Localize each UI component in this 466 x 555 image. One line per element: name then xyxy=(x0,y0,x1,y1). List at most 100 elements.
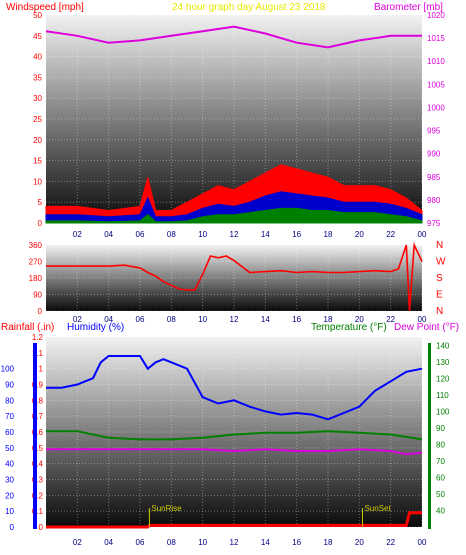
x-tick-label: 18 xyxy=(324,538,333,547)
rain-y-tick-label: 1 xyxy=(39,365,44,374)
temperature-line xyxy=(46,430,423,441)
x-tick-label: 04 xyxy=(104,315,113,324)
temp-y-tick-label: 40 xyxy=(436,506,445,515)
x-tick-label: 10 xyxy=(198,315,207,324)
wind-axes: 0510152025303540455097598098599099510001… xyxy=(33,11,445,239)
rainfall-line xyxy=(46,511,422,529)
rain-y-tick-label: 0.9 xyxy=(32,381,44,390)
rain-y-tick-label: 1.1 xyxy=(32,349,44,358)
humidity-title: Humidity (%) xyxy=(67,322,124,333)
windspeed-title: Windspeed [mph] xyxy=(6,2,84,13)
humidity-y-tick-label: 100 xyxy=(1,365,15,374)
rain-y-tick-label: 0.6 xyxy=(32,428,44,437)
x-tick-label: 18 xyxy=(324,315,333,324)
x-tick-label: 06 xyxy=(136,230,145,239)
humidity-y-tick-label: 20 xyxy=(5,491,14,500)
wind-y-tick-label: 40 xyxy=(33,53,42,62)
baro-y-tick-label: 980 xyxy=(427,196,441,205)
x-tick-label: 12 xyxy=(230,315,239,324)
direction-y-tick-label: 180 xyxy=(29,274,43,283)
x-tick-label: 18 xyxy=(324,230,333,239)
direction-plot-bg xyxy=(46,245,422,311)
x-tick-label: 00 xyxy=(418,230,427,239)
baro-y-tick-label: 975 xyxy=(427,219,441,228)
temp-y-tick-label: 100 xyxy=(436,407,450,416)
x-tick-label: 20 xyxy=(355,230,364,239)
direction-y-tick-label: 90 xyxy=(33,291,42,300)
baro-y-tick-label: 1010 xyxy=(427,57,445,66)
rain-y-tick-label: 0.2 xyxy=(32,491,44,500)
temp-y-tick-label: 120 xyxy=(436,374,450,383)
temp-scale-bar xyxy=(428,343,431,529)
wind-y-tick-label: 10 xyxy=(33,177,42,186)
dewpoint-line xyxy=(46,448,423,456)
wind-barometer-plot xyxy=(45,25,423,224)
x-tick-label: 06 xyxy=(136,538,145,547)
x-tick-label: 08 xyxy=(167,538,176,547)
rain-y-tick-label: 0.1 xyxy=(32,507,44,516)
sunrise-label: SunRise xyxy=(151,504,182,513)
direction-y-tick-label: 0 xyxy=(38,307,43,316)
x-tick-label: 14 xyxy=(261,315,270,324)
baro-y-tick-label: 990 xyxy=(427,150,441,159)
direction-y-tick-label: 360 xyxy=(29,241,43,250)
wind-direction-line xyxy=(46,241,423,312)
baro-y-tick-label: 1005 xyxy=(427,80,445,89)
temp-y-tick-label: 130 xyxy=(436,358,450,367)
barometer-line xyxy=(45,25,422,49)
temp-y-tick-label: 110 xyxy=(436,391,449,400)
wind-y-tick-label: 0 xyxy=(38,219,43,228)
rain-y-tick-label: 0 xyxy=(39,523,44,532)
temperature-title: Temperature (°F) xyxy=(311,322,387,333)
baro-y-tick-label: 995 xyxy=(427,127,441,136)
x-tick-label: 00 xyxy=(418,315,427,324)
rain-y-tick-label: 0.8 xyxy=(32,396,44,405)
dewpoint-title: Dew Point (°F) xyxy=(394,322,459,333)
x-tick-label: 06 xyxy=(136,315,145,324)
temp-y-tick-label: 140 xyxy=(436,341,450,350)
compass-label: E xyxy=(436,290,443,301)
compass-label: N xyxy=(436,306,443,317)
x-tick-label: 02 xyxy=(73,315,82,324)
x-tick-label: 02 xyxy=(73,230,82,239)
temp-y-tick-label: 70 xyxy=(436,457,445,466)
x-tick-label: 10 xyxy=(198,538,207,547)
x-tick-label: 20 xyxy=(355,315,364,324)
x-tick-label: 20 xyxy=(355,538,364,547)
wind-y-tick-label: 5 xyxy=(38,198,43,207)
humidity-y-tick-label: 50 xyxy=(5,444,14,453)
wind-y-tick-label: 15 xyxy=(33,157,42,166)
graph-title: 24 hour graph day August 23 2018 xyxy=(172,2,326,13)
humidity-y-tick-label: 60 xyxy=(5,428,14,437)
direction-plot xyxy=(46,241,423,312)
temp-y-tick-label: 80 xyxy=(436,440,445,449)
x-tick-label: 22 xyxy=(386,315,395,324)
wind-y-tick-label: 30 xyxy=(33,94,42,103)
baro-y-tick-label: 1020 xyxy=(427,11,445,20)
x-tick-label: 16 xyxy=(292,538,301,547)
humidity-line xyxy=(46,355,423,421)
temp-y-tick-label: 50 xyxy=(436,490,445,499)
x-tick-label: 14 xyxy=(261,230,270,239)
temp-y-tick-label: 60 xyxy=(436,473,445,482)
rain-y-tick-label: 0.4 xyxy=(32,460,44,469)
rain-y-tick-label: 0.7 xyxy=(32,412,44,421)
climate-axes: 0 0.1 0.2 0.3 0.4 0.5 0.6 0.7 0.8 0.9 1 1.1 1.2 0 10 20… xyxy=(1,333,450,547)
baro-y-tick-label: 985 xyxy=(427,173,441,182)
rain-y-tick-label: 0.5 xyxy=(32,444,44,453)
direction-grid xyxy=(46,244,423,312)
x-tick-label: 08 xyxy=(167,230,176,239)
barometer-title: Barometer [mb] xyxy=(374,2,443,13)
wind-low-area xyxy=(45,207,423,224)
sunset-label: SunSet xyxy=(364,504,391,513)
baro-y-tick-label: 1015 xyxy=(427,34,445,43)
x-tick-label: 12 xyxy=(230,538,239,547)
x-tick-label: 08 xyxy=(167,315,176,324)
x-tick-label: 12 xyxy=(230,230,239,239)
rain-y-tick-label: 1.2 xyxy=(32,333,44,342)
x-tick-label: 02 xyxy=(73,538,82,547)
humidity-y-tick-label: 90 xyxy=(5,381,14,390)
wind-y-tick-label: 50 xyxy=(33,11,42,20)
